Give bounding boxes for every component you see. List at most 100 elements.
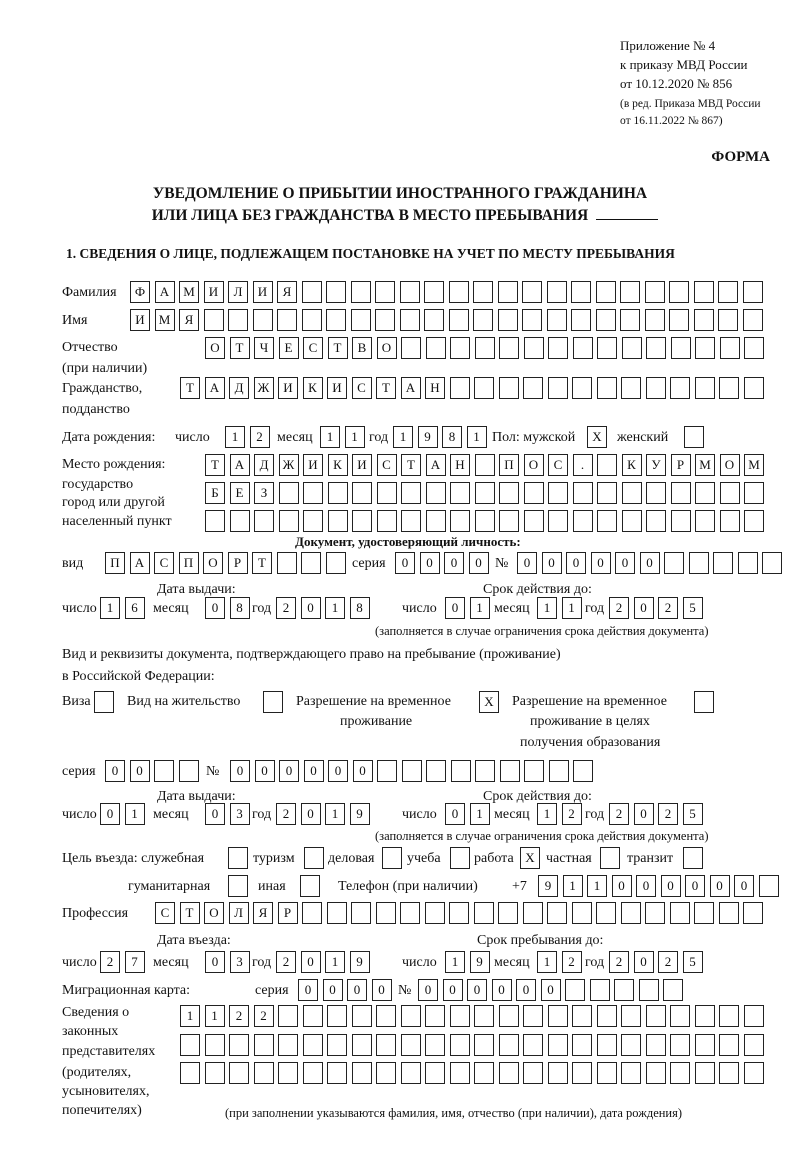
char-box[interactable] <box>327 510 348 532</box>
char-box[interactable]: И <box>352 454 372 476</box>
char-box[interactable] <box>547 1005 568 1027</box>
char-box[interactable] <box>425 510 446 532</box>
char-box[interactable]: 0 <box>633 951 654 973</box>
char-box[interactable] <box>718 902 739 924</box>
char-box[interactable]: 0 <box>347 979 367 1001</box>
char-box[interactable]: Н <box>425 377 445 399</box>
char-box[interactable]: 5 <box>682 597 703 619</box>
char-box[interactable] <box>645 377 666 399</box>
char-box[interactable] <box>326 309 346 331</box>
char-box[interactable]: 1 <box>204 1005 225 1027</box>
char-box[interactable] <box>596 1005 617 1027</box>
visa-checkbox[interactable] <box>94 691 114 713</box>
char-box[interactable] <box>401 482 421 504</box>
char-box[interactable] <box>596 377 617 399</box>
char-box[interactable] <box>719 510 740 532</box>
char-box[interactable] <box>646 482 666 504</box>
char-box[interactable] <box>571 309 591 331</box>
char-box[interactable] <box>670 482 691 504</box>
char-box[interactable] <box>546 309 567 331</box>
char-box[interactable]: 0 <box>254 760 275 782</box>
char-box[interactable]: 2 <box>561 951 582 973</box>
char-box[interactable]: 0 <box>371 979 392 1001</box>
char-box[interactable] <box>449 1062 470 1084</box>
char-box[interactable] <box>449 902 469 924</box>
char-box[interactable] <box>400 1005 421 1027</box>
char-box[interactable]: У <box>646 454 666 476</box>
char-box[interactable] <box>548 760 569 782</box>
char-box[interactable] <box>645 902 665 924</box>
purpose-transit-checkbox[interactable] <box>683 847 703 869</box>
char-box[interactable] <box>646 510 666 532</box>
char-box[interactable]: 2 <box>658 951 678 973</box>
char-box[interactable]: З <box>254 482 274 504</box>
char-box[interactable] <box>475 760 495 782</box>
purpose-official-checkbox[interactable] <box>228 847 248 869</box>
char-box[interactable]: О <box>719 454 740 476</box>
char-box[interactable]: 1 <box>469 803 490 825</box>
char-box[interactable] <box>663 979 683 1001</box>
char-box[interactable]: 2 <box>100 951 120 973</box>
char-box[interactable]: М <box>154 309 175 331</box>
char-box[interactable]: О <box>376 337 397 359</box>
char-box[interactable]: 0 <box>395 552 415 574</box>
char-box[interactable] <box>474 377 494 399</box>
char-box[interactable]: 0 <box>230 760 250 782</box>
purpose-tourism-checkbox[interactable] <box>304 847 324 869</box>
char-box[interactable] <box>474 1034 494 1056</box>
char-box[interactable] <box>449 1005 470 1027</box>
char-box[interactable]: Р <box>670 454 691 476</box>
char-box[interactable] <box>401 337 421 359</box>
char-box[interactable] <box>277 309 297 331</box>
char-box[interactable]: 0 <box>445 803 465 825</box>
char-box[interactable]: К <box>302 377 323 399</box>
purpose-study-checkbox[interactable] <box>450 847 470 869</box>
char-box[interactable]: 0 <box>298 979 318 1001</box>
char-box[interactable]: И <box>327 377 347 399</box>
char-box[interactable]: 0 <box>352 760 373 782</box>
char-box[interactable] <box>301 552 321 574</box>
char-box[interactable]: Е <box>278 337 299 359</box>
char-box[interactable] <box>253 1062 274 1084</box>
char-box[interactable] <box>401 760 422 782</box>
char-box[interactable] <box>326 902 347 924</box>
char-box[interactable]: 9 <box>469 951 490 973</box>
char-box[interactable]: Я <box>253 902 273 924</box>
char-box[interactable] <box>425 1005 445 1027</box>
char-box[interactable]: С <box>155 902 175 924</box>
char-box[interactable]: 0 <box>303 760 324 782</box>
char-box[interactable] <box>499 337 519 359</box>
char-box[interactable] <box>621 1005 641 1027</box>
char-box[interactable]: 0 <box>633 803 654 825</box>
char-box[interactable]: Р <box>227 552 248 574</box>
char-box[interactable]: 1 <box>469 597 490 619</box>
char-box[interactable] <box>325 552 346 574</box>
char-box[interactable]: 0 <box>444 552 464 574</box>
char-box[interactable] <box>375 902 396 924</box>
char-box[interactable]: 0 <box>639 552 660 574</box>
char-box[interactable] <box>742 281 763 303</box>
char-box[interactable] <box>547 1062 568 1084</box>
char-box[interactable] <box>547 902 567 924</box>
purpose-humanitarian-checkbox[interactable] <box>228 875 248 897</box>
char-box[interactable] <box>400 1034 421 1056</box>
char-box[interactable] <box>694 1034 715 1056</box>
char-box[interactable]: О <box>205 337 225 359</box>
char-box[interactable] <box>278 1005 298 1027</box>
char-box[interactable]: 0 <box>467 979 487 1001</box>
char-box[interactable] <box>669 902 690 924</box>
char-box[interactable] <box>426 760 446 782</box>
char-box[interactable] <box>278 1062 298 1084</box>
char-box[interactable]: С <box>376 454 397 476</box>
char-box[interactable] <box>204 1062 225 1084</box>
char-box[interactable]: 1 <box>325 597 345 619</box>
char-box[interactable] <box>713 552 733 574</box>
char-box[interactable]: 0 <box>685 875 705 897</box>
